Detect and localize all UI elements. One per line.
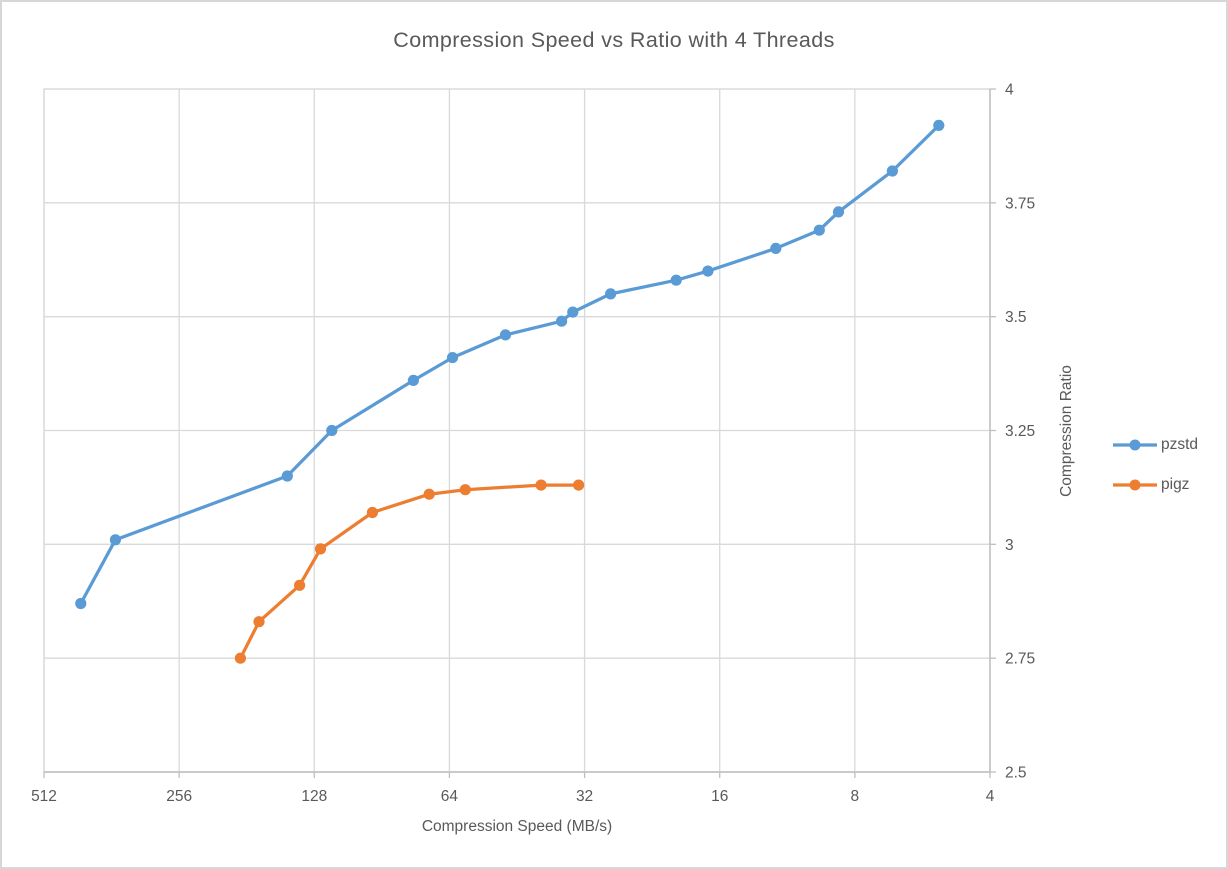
pzstd-marker: [499, 329, 512, 341]
pzstd-marker: [605, 288, 617, 300]
pigz-marker: [314, 543, 327, 555]
legend-item-pigz: pigz: [1112, 476, 1198, 493]
y-tick-label: 3.5: [1005, 309, 1027, 326]
x-tick-label: 32: [576, 788, 593, 805]
legend-item-pzstd: pzstd: [1112, 436, 1199, 453]
x-tick-label: 256: [166, 788, 192, 805]
legend: pzstd pigz: [1112, 436, 1199, 518]
legend-label-pigz: pigz: [1161, 476, 1190, 493]
pzstd-marker: [109, 534, 121, 546]
pzstd-marker: [886, 165, 899, 177]
x-tick-label: 16: [711, 788, 728, 805]
pigz-marker: [294, 579, 306, 591]
pigz-marker: [234, 652, 246, 664]
y-tick-label: 2.5: [1005, 765, 1027, 782]
pzstd-marker: [556, 315, 568, 327]
x-tick-label: 128: [301, 788, 327, 805]
y-tick-label: 2.75: [1005, 651, 1035, 668]
pzstd-marker: [832, 206, 845, 218]
pzstd-legend-marker-icon: [1113, 439, 1157, 451]
x-tick-label: 4: [986, 788, 995, 805]
pzstd-marker: [407, 374, 419, 386]
chart-title: Compression Speed vs Ratio with 4 Thread…: [393, 28, 835, 52]
pigz-legend-marker-icon: [1113, 479, 1157, 491]
pzstd-marker: [813, 224, 825, 236]
pzstd-marker: [670, 274, 682, 286]
pzstd-marker: [281, 470, 293, 482]
x-tick-label: 64: [441, 788, 459, 805]
pzstd-marker: [567, 306, 579, 318]
legend-label-pzstd: pzstd: [1161, 436, 1199, 453]
x-tick-label: 512: [31, 788, 57, 805]
pigz-marker: [253, 616, 265, 628]
x-axis-title: Compression Speed (MB/s): [421, 818, 613, 835]
x-tick-label: 8: [851, 788, 860, 805]
y-tick-label: 4: [1005, 82, 1014, 99]
y-axis-title: Compression Ratio: [1058, 365, 1075, 497]
pigz-marker: [459, 484, 471, 496]
pigz-marker: [366, 506, 378, 519]
pzstd-marker: [933, 119, 945, 131]
pzstd-line: [79, 123, 941, 606]
pigz-marker: [535, 479, 547, 491]
pigz-line: [238, 483, 581, 660]
y-tick-label: 3: [1005, 537, 1014, 554]
pzstd-marker: [702, 265, 714, 277]
y-tick-label: 3.25: [1005, 423, 1035, 440]
pzstd-marker: [75, 597, 87, 610]
pzstd-marker: [326, 424, 338, 437]
pigz-marker: [423, 488, 435, 500]
pzstd-marker: [770, 242, 782, 254]
y-tick-label: 3.75: [1005, 195, 1035, 212]
pigz-marker: [573, 479, 585, 491]
pzstd-marker: [446, 352, 459, 364]
